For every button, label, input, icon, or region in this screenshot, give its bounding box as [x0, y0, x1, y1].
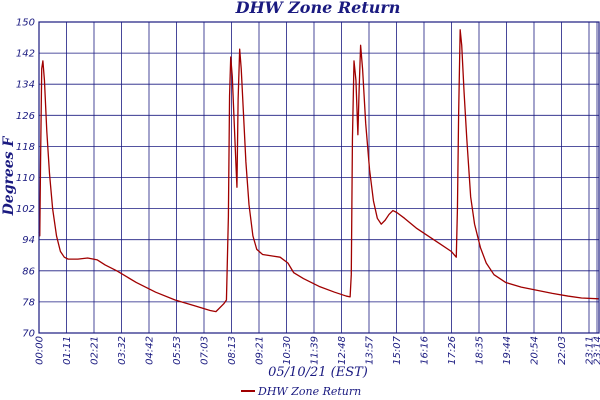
series-layer — [38, 29, 600, 313]
y-tick-label: 126 — [16, 111, 35, 122]
y-tick-label: 142 — [16, 49, 35, 60]
x-tick-label: 20:54 — [530, 336, 541, 365]
plot-frame — [38, 21, 600, 334]
x-tick-label: 22:03 — [557, 336, 568, 365]
y-tick-label: 86 — [22, 266, 35, 277]
x-tick-label: 23:14 — [593, 336, 600, 365]
x-tick-label: 15:07 — [392, 335, 403, 364]
y-axis-label: Degrees F — [1, 136, 17, 217]
x-tick-label: 16:16 — [420, 336, 431, 365]
y-tick-label: 150 — [16, 18, 35, 29]
x-tick-label: 12:48 — [337, 336, 348, 365]
x-tick-label: 17:26 — [447, 336, 458, 365]
x-tick-labels: 00:00 01:11 02:21 03:32 04:42 05:53 07:03 08:13… — [35, 335, 600, 364]
x-tick-label: 08:13 — [227, 336, 238, 365]
x-tick-label: 04:42 — [145, 336, 156, 365]
series-line-dhw-zone-return — [38, 29, 600, 313]
y-tick-label: 102 — [16, 204, 35, 215]
x-tick-label: 19:44 — [502, 336, 513, 365]
x-tick-label: 07:03 — [200, 336, 211, 365]
y-tick-label: 94 — [22, 235, 35, 246]
y-tick-label: 78 — [22, 297, 35, 308]
y-tick-labels: 70 78 86 94 102 110 118 126 134 142 150 — [16, 18, 35, 340]
y-tick-label: 70 — [22, 329, 35, 340]
x-tick-label: 09:21 — [255, 336, 266, 365]
y-tick-label: 110 — [16, 173, 35, 184]
y-tick-label: 118 — [16, 142, 35, 153]
x-tick-label: 02:21 — [90, 336, 101, 365]
x-tick-label: 11:39 — [310, 336, 321, 365]
x-tick-label: 05:53 — [172, 336, 183, 365]
chart-title: DHW Zone Return — [235, 0, 401, 17]
x-tick-label: 00:00 — [35, 336, 46, 365]
x-tick-label: 18:35 — [475, 336, 486, 365]
x-tick-label: 23:11 — [585, 336, 596, 365]
legend: DHW Zone Return — [241, 385, 361, 398]
x-tick-label: 01:11 — [62, 336, 73, 365]
x-tick-label: 10:30 — [282, 336, 293, 365]
x-tick-label: 13:57 — [365, 335, 376, 364]
legend-label: DHW Zone Return — [257, 385, 361, 398]
y-tick-label: 134 — [16, 80, 35, 91]
x-tick-label: 03:32 — [117, 336, 128, 365]
x-axis-label: 05/10/21 (EST) — [268, 365, 368, 380]
